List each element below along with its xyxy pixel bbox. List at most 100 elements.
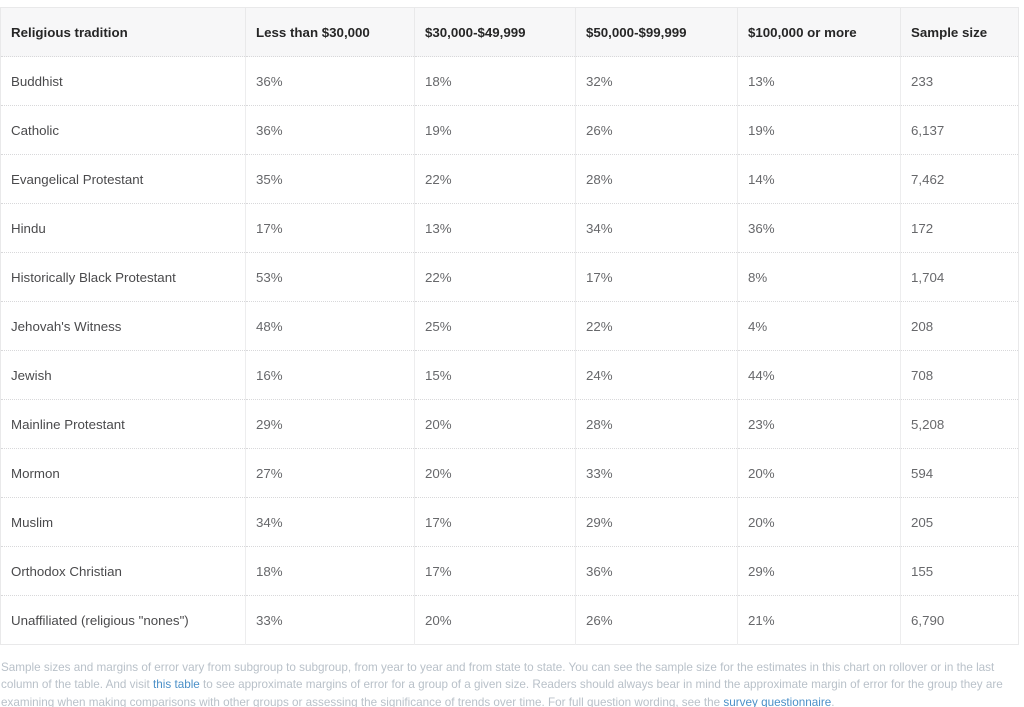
cell-value: 26% [575, 595, 738, 645]
cell-value: 32% [575, 56, 738, 106]
cell-value: 36% [245, 56, 415, 106]
cell-sample-size: 6,790 [900, 595, 1019, 645]
cell-sample-size: 7,462 [900, 154, 1019, 204]
column-header-30000-49999: $30,000-$49,999 [414, 7, 576, 57]
cell-value: 44% [737, 350, 901, 400]
table-row: Catholic 36% 19% 26% 19% 6,137 [0, 105, 1019, 155]
cell-value: 36% [737, 203, 901, 253]
cell-value: 20% [737, 448, 901, 498]
cell-value: 8% [737, 252, 901, 302]
cell-sample-size: 708 [900, 350, 1019, 400]
table-header: Religious tradition Less than $30,000 $3… [0, 7, 1019, 57]
row-label: Mainline Protestant [0, 399, 246, 449]
footnote: Sample sizes and margins of error vary f… [1, 659, 1017, 707]
column-header-less-than-30000: Less than $30,000 [245, 7, 415, 57]
row-label: Buddhist [0, 56, 246, 106]
cell-value: 20% [414, 595, 576, 645]
cell-value: 17% [414, 497, 576, 547]
header-row: Religious tradition Less than $30,000 $3… [0, 7, 1019, 57]
cell-value: 22% [414, 252, 576, 302]
cell-value: 13% [737, 56, 901, 106]
table-row: Muslim 34% 17% 29% 20% 205 [0, 497, 1019, 547]
cell-sample-size: 6,137 [900, 105, 1019, 155]
row-label: Jewish [0, 350, 246, 400]
cell-value: 14% [737, 154, 901, 204]
row-label: Orthodox Christian [0, 546, 246, 596]
cell-value: 21% [737, 595, 901, 645]
footnote-text: to see approximate margins of error for … [1, 678, 1003, 707]
cell-value: 35% [245, 154, 415, 204]
table-row: Historically Black Protestant 53% 22% 17… [0, 252, 1019, 302]
footnote-text: Sample sizes and margins of error vary f… [1, 660, 995, 692]
cell-value: 34% [245, 497, 415, 547]
cell-value: 17% [575, 252, 738, 302]
cell-sample-size: 594 [900, 448, 1019, 498]
cell-value: 29% [575, 497, 738, 547]
row-label: Historically Black Protestant [0, 252, 246, 302]
cell-value: 27% [245, 448, 415, 498]
cell-value: 4% [737, 301, 901, 351]
cell-sample-size: 5,208 [900, 399, 1019, 449]
table-row: Orthodox Christian 18% 17% 36% 29% 155 [0, 546, 1019, 596]
table-row: Mormon 27% 20% 33% 20% 594 [0, 448, 1019, 498]
cell-sample-size: 208 [900, 301, 1019, 351]
income-by-religion-table-wrap: Religious tradition Less than $30,000 $3… [0, 7, 1019, 645]
cell-value: 22% [414, 154, 576, 204]
cell-value: 16% [245, 350, 415, 400]
table-row: Jehovah's Witness 48% 25% 22% 4% 208 [0, 301, 1019, 351]
row-label: Muslim [0, 497, 246, 547]
table-row: Jewish 16% 15% 24% 44% 708 [0, 350, 1019, 400]
cell-sample-size: 205 [900, 497, 1019, 547]
footnote-text: . [831, 695, 835, 707]
cell-value: 17% [245, 203, 415, 253]
cell-value: 19% [737, 105, 901, 155]
row-label: Catholic [0, 105, 246, 155]
cell-value: 26% [575, 105, 738, 155]
cell-sample-size: 233 [900, 56, 1019, 106]
cell-value: 23% [737, 399, 901, 449]
cell-value: 24% [575, 350, 738, 400]
cell-sample-size: 172 [900, 203, 1019, 253]
table-row: Buddhist 36% 18% 32% 13% 233 [0, 56, 1019, 106]
column-header-religious-tradition: Religious tradition [0, 7, 246, 57]
cell-value: 17% [414, 546, 576, 596]
table-row: Mainline Protestant 29% 20% 28% 23% 5,20… [0, 399, 1019, 449]
row-label: Hindu [0, 203, 246, 253]
cell-sample-size: 1,704 [900, 252, 1019, 302]
cell-value: 28% [575, 399, 738, 449]
column-header-50000-99999: $50,000-$99,999 [575, 7, 738, 57]
cell-value: 18% [414, 56, 576, 106]
cell-value: 18% [245, 546, 415, 596]
cell-value: 15% [414, 350, 576, 400]
cell-value: 53% [245, 252, 415, 302]
cell-value: 20% [414, 448, 576, 498]
cell-value: 34% [575, 203, 738, 253]
cell-value: 13% [414, 203, 576, 253]
table-row: Hindu 17% 13% 34% 36% 172 [0, 203, 1019, 253]
row-label: Evangelical Protestant [0, 154, 246, 204]
income-by-religion-table: Religious tradition Less than $30,000 $3… [0, 7, 1019, 645]
cell-value: 48% [245, 301, 415, 351]
cell-value: 33% [575, 448, 738, 498]
table-row: Evangelical Protestant 35% 22% 28% 14% 7… [0, 154, 1019, 204]
column-header-sample-size: Sample size [900, 7, 1019, 57]
row-label: Mormon [0, 448, 246, 498]
row-label: Unaffiliated (religious "nones") [0, 595, 246, 645]
cell-value: 22% [575, 301, 738, 351]
survey-questionnaire-link[interactable]: survey questionnaire [723, 695, 832, 707]
cell-value: 33% [245, 595, 415, 645]
cell-value: 29% [737, 546, 901, 596]
cell-sample-size: 155 [900, 546, 1019, 596]
cell-value: 25% [414, 301, 576, 351]
table-row: Unaffiliated (religious "nones") 33% 20%… [0, 595, 1019, 645]
cell-value: 36% [245, 105, 415, 155]
cell-value: 28% [575, 154, 738, 204]
row-label: Jehovah's Witness [0, 301, 246, 351]
cell-value: 19% [414, 105, 576, 155]
this-table-link[interactable]: this table [153, 678, 200, 692]
cell-value: 29% [245, 399, 415, 449]
cell-value: 36% [575, 546, 738, 596]
cell-value: 20% [737, 497, 901, 547]
column-header-100000-or-more: $100,000 or more [737, 7, 901, 57]
